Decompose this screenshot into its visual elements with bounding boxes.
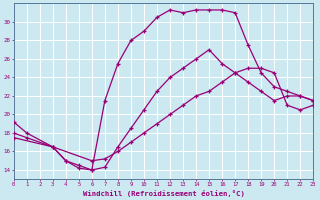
X-axis label: Windchill (Refroidissement éolien,°C): Windchill (Refroidissement éolien,°C) — [83, 190, 244, 197]
